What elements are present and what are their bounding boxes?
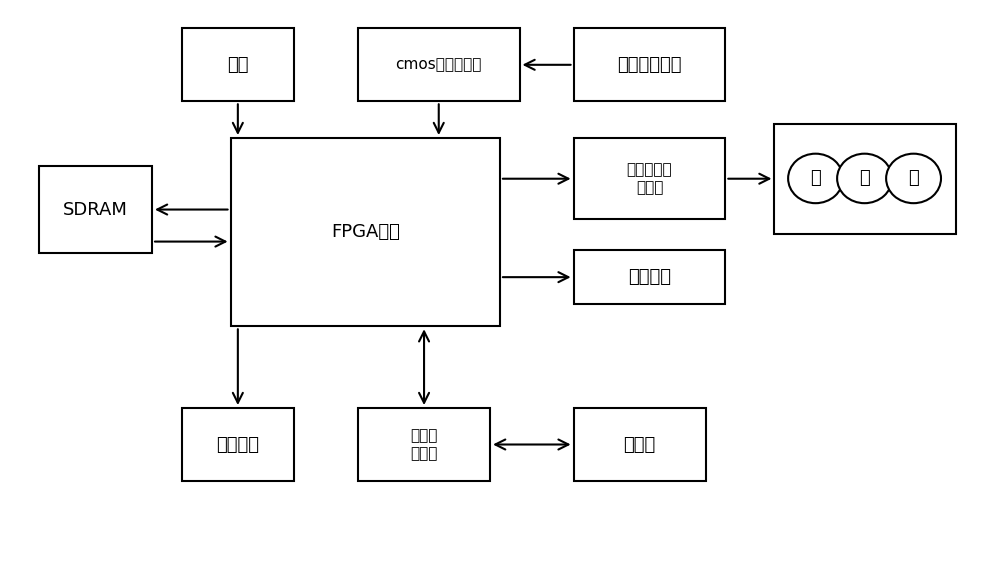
Bar: [774, 124, 956, 234]
Text: 上位机: 上位机: [624, 436, 656, 453]
Text: 路面车辆状况: 路面车辆状况: [617, 56, 682, 74]
Bar: [358, 408, 490, 481]
Text: SDRAM: SDRAM: [63, 201, 128, 219]
Text: 信号灯及方
向控制: 信号灯及方 向控制: [627, 162, 672, 196]
Text: cmos图像传感器: cmos图像传感器: [396, 57, 482, 72]
Bar: [358, 28, 520, 102]
Text: 以太网
控制器: 以太网 控制器: [410, 428, 438, 461]
Text: 黄: 黄: [859, 169, 870, 188]
Ellipse shape: [837, 154, 892, 203]
Bar: [182, 28, 294, 102]
Text: 红: 红: [810, 169, 821, 188]
Bar: [39, 166, 152, 253]
Bar: [574, 408, 706, 481]
Text: 时钟晶振: 时钟晶振: [216, 436, 259, 453]
Bar: [574, 250, 725, 304]
Text: 绿: 绿: [908, 169, 919, 188]
Text: 时间显示: 时间显示: [628, 268, 671, 286]
Bar: [230, 138, 500, 327]
Ellipse shape: [886, 154, 941, 203]
Ellipse shape: [788, 154, 843, 203]
Bar: [574, 138, 725, 219]
Text: 电源: 电源: [227, 56, 249, 74]
Text: FPGA芯片: FPGA芯片: [331, 223, 400, 241]
Bar: [182, 408, 294, 481]
Bar: [574, 28, 725, 102]
